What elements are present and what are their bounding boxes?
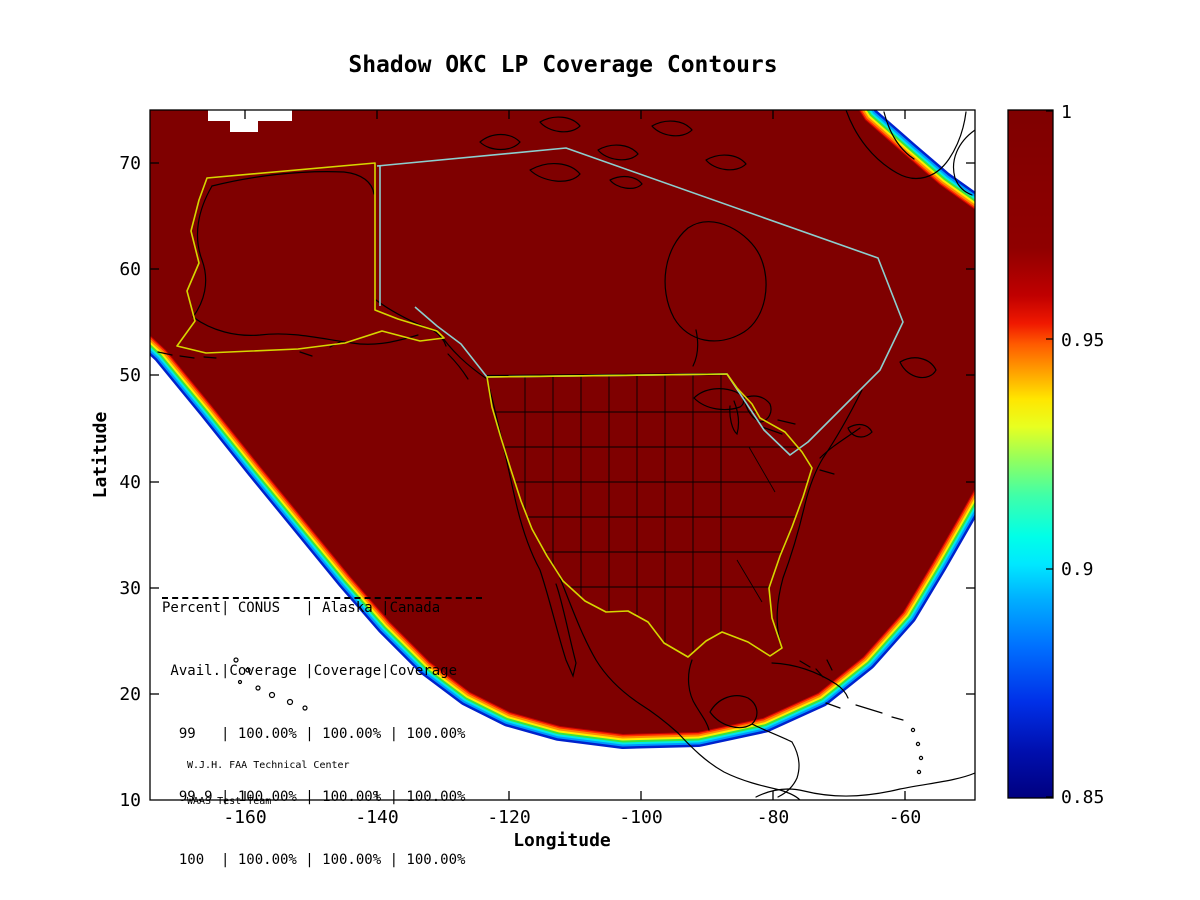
coverage-table-divider [162, 597, 482, 599]
coverage-table-row: 99.9 | 100.00% | 100.00% | 100.00% [162, 789, 466, 805]
colorbar-gradient [1007, 109, 1054, 799]
x-axis-tick-labels: -160 -140 -120 -100 -80 -60 [223, 807, 921, 828]
gulf-yucatan-coast [687, 659, 793, 743]
y-tick-label: 50 [119, 365, 141, 386]
x-tick-label: -140 [355, 807, 398, 828]
colorbar-tick-marks [1046, 110, 1053, 798]
central-america-south-america-coast [755, 741, 975, 798]
colorbar-tick-label: 0.9 [1061, 559, 1094, 580]
hawaii-island [237, 679, 243, 685]
chart-title: Shadow OKC LP Coverage Contours [348, 52, 778, 78]
hawaii-island [302, 705, 308, 711]
y-tick-label: 30 [119, 578, 141, 599]
colorbar-tick-label: 0.85 [1061, 787, 1104, 808]
alaska-coast [211, 171, 375, 195]
conus-boundary [486, 373, 813, 658]
coverage-table-header-1: Percent| CONUS | Alaska |Canada [162, 600, 441, 616]
x-tick-label: -80 [757, 807, 790, 828]
credit-block: W.J.H. FAA Technical Center WAAS Test Te… [187, 736, 350, 832]
caribbean-islands [771, 659, 904, 721]
y-tick-label: 20 [119, 684, 141, 705]
x-tick-label: -60 [889, 807, 922, 828]
coverage-table-header-2: Avail.|Coverage |Coverage|Coverage [162, 663, 458, 679]
y-tick-label: 70 [119, 153, 141, 174]
antilles-island [916, 769, 922, 775]
coverage-table-row: 99 | 100.00% | 100.00% | 100.00% [162, 726, 466, 742]
colorbar-tick-label: 0.95 [1061, 330, 1104, 351]
hawaii-island [268, 691, 276, 699]
y-tick-label: 10 [119, 790, 141, 811]
greenland-coast [845, 110, 975, 196]
aleutian-islands [157, 341, 341, 359]
antilles-island [910, 727, 916, 733]
colorbar-tick-labels: 1 0.95 0.9 0.85 [1061, 102, 1104, 808]
credit-line-2: WAAS Test Team [187, 796, 272, 807]
maritime-canada-coast [819, 357, 937, 459]
coverage-region [150, 110, 975, 734]
y-tick-label: 60 [119, 259, 141, 280]
hawaii-island [255, 685, 261, 691]
hawaii-island [245, 667, 251, 673]
alaska-boundary [176, 162, 445, 354]
mexico-south-coast [677, 732, 801, 800]
hawaii-island [233, 657, 239, 663]
x-axis-label: Longitude [513, 830, 611, 851]
colorbar: 1 0.95 0.9 0.85 [1007, 102, 1104, 808]
coastlines [157, 110, 975, 800]
alaska-panhandle-coast [375, 299, 447, 347]
coverage-table-row: 100 | 100.00% | 100.00% | 100.00% [162, 852, 466, 868]
colorbar-tick-label: 1 [1061, 102, 1072, 123]
antilles-island [915, 741, 921, 747]
credit-line-1: W.J.H. FAA Technical Center [187, 760, 350, 771]
y-tick-label: 40 [119, 472, 141, 493]
atlantic-coast [776, 389, 863, 649]
x-tick-label: -160 [223, 807, 266, 828]
arctic-islands [479, 116, 747, 189]
antilles-island [918, 755, 924, 761]
hudson-bay [664, 221, 767, 367]
coverage-notch [208, 110, 292, 132]
plot-frame [149, 109, 976, 801]
region-boundaries [176, 162, 813, 658]
y-axis-tick-labels: 70 60 50 40 30 20 10 [119, 153, 141, 811]
alaska-bering-coast [192, 185, 419, 345]
coverage-table: Percent| CONUS | Alaska |Canada Avail.|C… [162, 556, 465, 900]
y-axis-label: Latitude [90, 411, 111, 498]
x-tick-label: -120 [487, 807, 530, 828]
axis-tick-marks [150, 110, 975, 800]
map-area [150, 110, 975, 800]
pacific-baja-coast [486, 378, 679, 734]
x-tick-label: -100 [619, 807, 662, 828]
hawaii-island [286, 698, 294, 706]
